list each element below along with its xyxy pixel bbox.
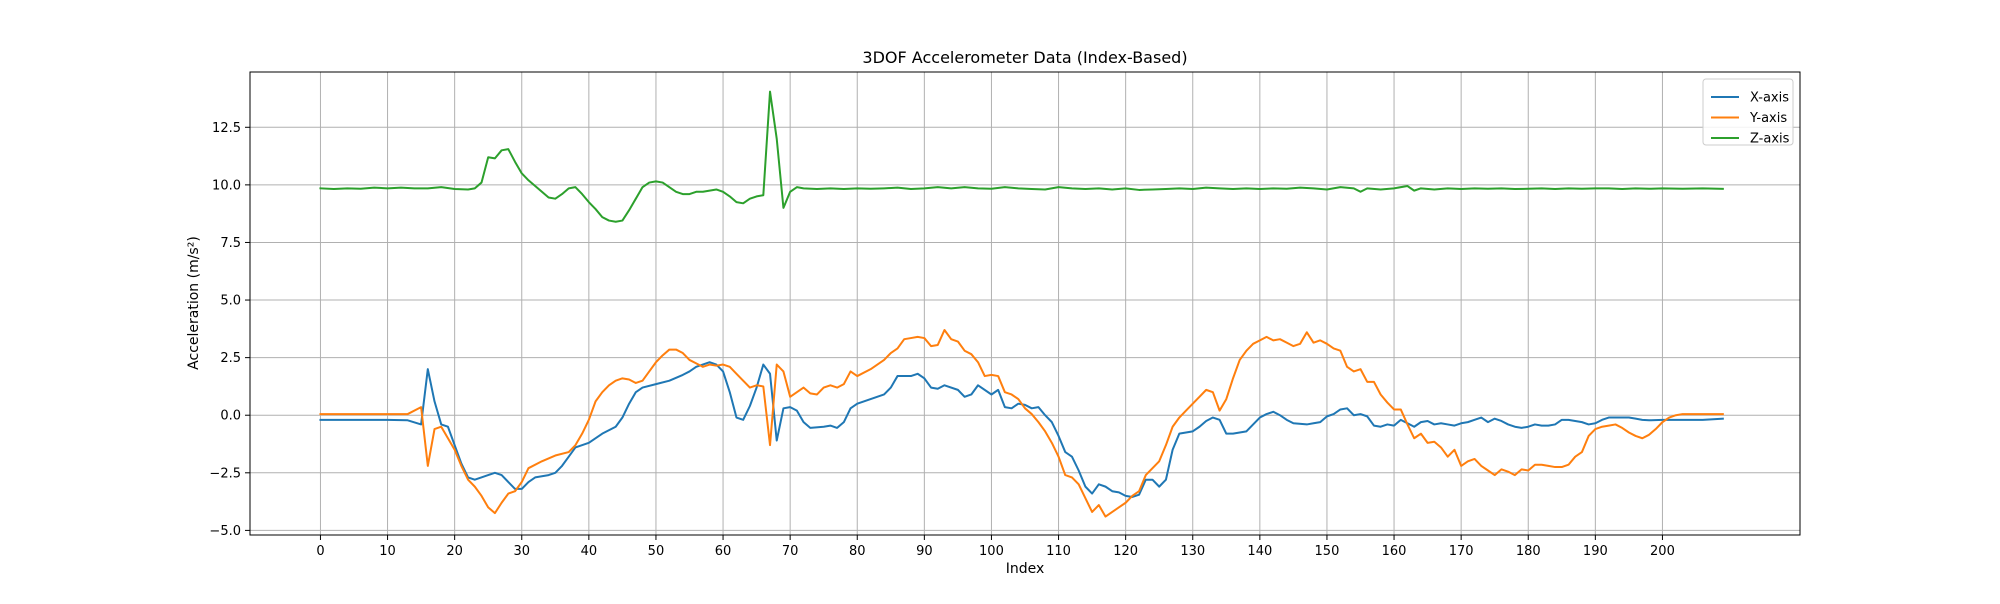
- x-tick-label: 50: [648, 544, 665, 559]
- x-tick-label: 10: [379, 544, 396, 559]
- x-tick-label: 40: [581, 544, 598, 559]
- series-line-z-axis: [319, 90, 1724, 223]
- x-tick-label: 70: [782, 544, 799, 559]
- x-tick-label: 150: [1315, 544, 1340, 559]
- y-axis-label: Acceleration (m/s²): [186, 236, 202, 370]
- x-tick-label: 120: [1113, 544, 1138, 559]
- x-tick-label: 110: [1046, 544, 1071, 559]
- x-tick-label: 200: [1650, 544, 1675, 559]
- x-axis-ticks: 0 10 20 30 40 50 60 70 80 90 100 110 120 130 140 150 160…: [316, 535, 1675, 559]
- x-tick-label: 190: [1583, 544, 1608, 559]
- y-tick-label: −5.0: [209, 524, 241, 539]
- legend-label-x-axis: X-axis: [1750, 91, 1789, 106]
- legend: X-axis Y-axis Z-axis: [1702, 78, 1794, 147]
- y-tick-label: 12.5: [212, 121, 241, 136]
- x-axis-label: Index: [1006, 561, 1045, 577]
- legend-label-y-axis: Y-axis: [1749, 111, 1787, 126]
- x-tick-label: 0: [316, 544, 324, 559]
- series-line-x-axis: [319, 361, 1724, 498]
- x-tick-label: 20: [446, 544, 463, 559]
- x-tick-label: 80: [849, 544, 866, 559]
- y-axis-ticks: −5.0 −2.5 0.0 2.5 5.0 7.5 10.0 12.5: [209, 121, 250, 539]
- y-tick-label: 10.0: [212, 178, 241, 193]
- legend-label-z-axis: Z-axis: [1750, 132, 1790, 147]
- y-tick-label: 2.5: [220, 351, 241, 366]
- x-tick-label: 140: [1247, 544, 1272, 559]
- x-tick-label: 100: [979, 544, 1004, 559]
- x-tick-label: 90: [916, 544, 933, 559]
- x-tick-label: 180: [1516, 544, 1541, 559]
- legend-box: [1702, 78, 1794, 146]
- x-tick-label: 130: [1180, 544, 1205, 559]
- y-tick-label: 5.0: [220, 294, 241, 309]
- chart-title: 3DOF Accelerometer Data (Index-Based): [862, 48, 1187, 67]
- x-tick-label: 160: [1382, 544, 1407, 559]
- y-tick-label: −2.5: [209, 466, 241, 481]
- series-line-y-axis: [319, 328, 1724, 518]
- y-tick-label: 0.0: [220, 409, 241, 424]
- grid-lines: [250, 72, 1800, 535]
- x-tick-label: 60: [715, 544, 732, 559]
- plot-frame: [249, 71, 1801, 536]
- legend-items: X-axis Y-axis Z-axis: [1711, 91, 1790, 147]
- x-tick-label: 30: [513, 544, 530, 559]
- series-lines: [319, 90, 1724, 518]
- y-tick-label: 7.5: [220, 236, 241, 251]
- x-tick-label: 170: [1449, 544, 1474, 559]
